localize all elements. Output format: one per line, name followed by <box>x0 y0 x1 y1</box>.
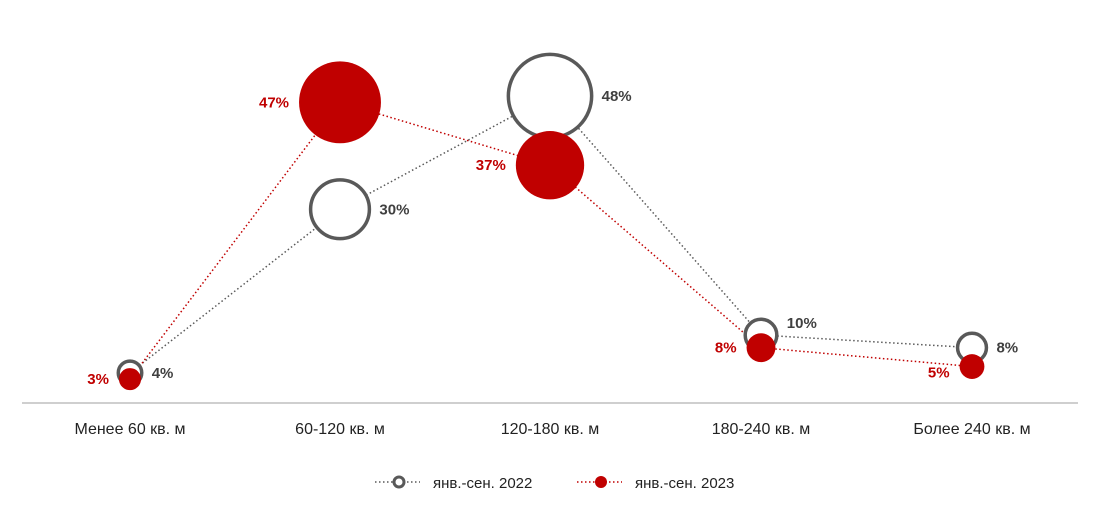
data-label-2022-2: 48% <box>602 88 632 105</box>
data-label-2022-3: 10% <box>787 315 817 332</box>
x-tick-label-2: 120-180 кв. м <box>501 421 600 438</box>
legend-marker-2022 <box>392 475 406 489</box>
bubble-2023-4 <box>959 354 985 379</box>
bubble-2023-3 <box>746 333 776 363</box>
data-labels: 4% 30% 48% 10% 8% 3% 47% 37% 8% 5% <box>87 88 1018 388</box>
legend-marker-2023 <box>595 476 607 488</box>
series-line-1 <box>129 101 973 380</box>
data-label-2023-1: 47% <box>259 94 289 111</box>
data-label-2023-3: 8% <box>715 340 737 357</box>
legend-label-2023: янв.-сен. 2023 <box>635 475 734 492</box>
x-tick-label-1: 60-120 кв. м <box>295 421 385 438</box>
legend-label-2022: янв.-сен. 2022 <box>433 475 532 492</box>
data-label-2022-0: 4% <box>152 365 174 382</box>
data-label-2022-1: 30% <box>379 201 409 218</box>
x-tick-label-4: Более 240 кв. м <box>913 421 1030 438</box>
bubble-2023-1 <box>299 61 381 144</box>
legend-item-2022: янв.-сен. 2022 <box>375 475 532 492</box>
bubbles <box>116 52 989 391</box>
data-label-2022-4: 8% <box>996 340 1018 357</box>
bubble-2023-0 <box>118 368 142 391</box>
data-label-2023-0: 3% <box>87 371 109 388</box>
legend-item-2023: янв.-сен. 2023 <box>577 475 734 492</box>
legend: янв.-сен. 2022 янв.-сен. 2023 <box>375 475 734 492</box>
x-tick-labels: Менее 60 кв. м 60-120 кв. м 120-180 кв. м 1… <box>74 421 1030 438</box>
x-tick-label-0: Менее 60 кв. м <box>74 421 185 438</box>
bubble-2022-1 <box>308 178 372 241</box>
data-label-2023-2: 37% <box>476 157 506 174</box>
x-tick-label-3: 180-240 кв. м <box>712 421 811 438</box>
bubble-2022-2 <box>506 52 594 140</box>
data-label-2023-4: 5% <box>928 365 950 382</box>
bubble-2023-2 <box>515 131 585 200</box>
